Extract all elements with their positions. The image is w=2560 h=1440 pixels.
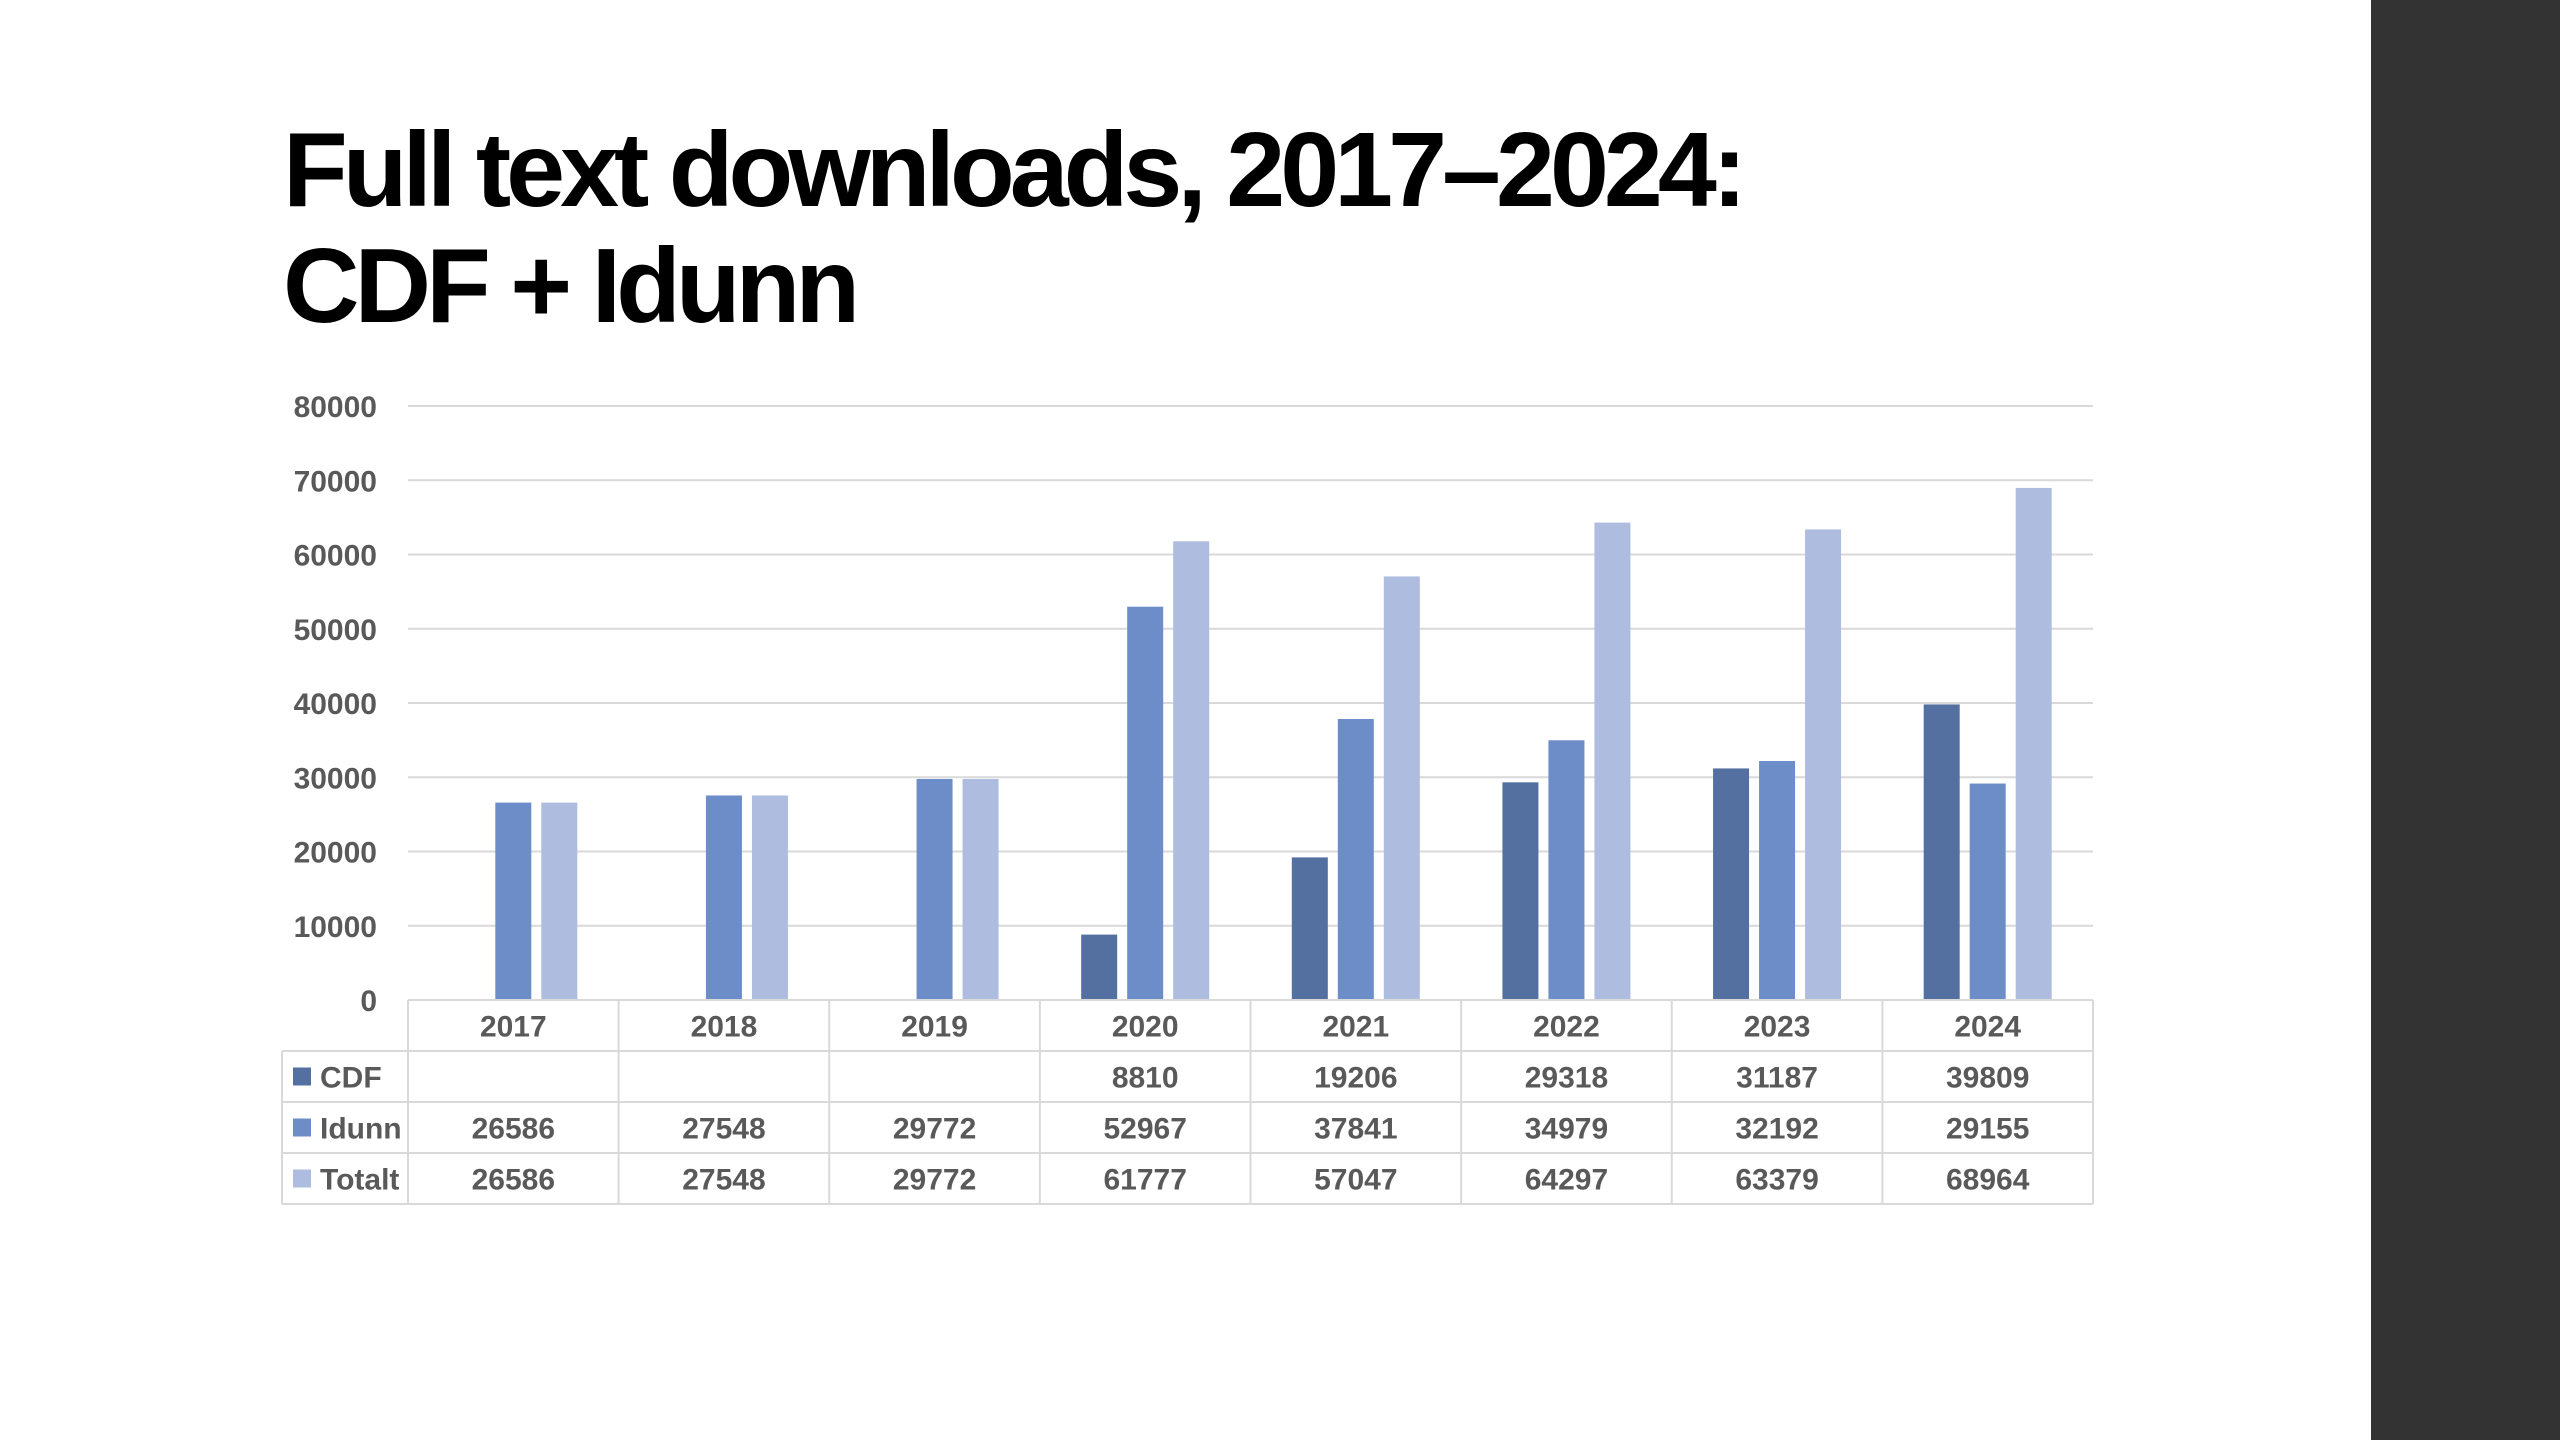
bar-totalt-2019 bbox=[962, 778, 999, 1000]
data-table: 2017 2018 2019 2020 2021 2022 2023 2024 CDF 8810 1… bbox=[281, 999, 2094, 1205]
x-tick-label: 2020 bbox=[1112, 1011, 1179, 1044]
data-label: 27548 bbox=[682, 1164, 765, 1197]
legend-label-idunn: Idunn bbox=[320, 1113, 402, 1146]
bar-cdf-2023 bbox=[1713, 768, 1750, 1000]
data-label: 61777 bbox=[1103, 1164, 1186, 1197]
bar-idunn-2018 bbox=[705, 795, 742, 1000]
data-label: 29155 bbox=[1946, 1113, 2029, 1146]
bar-idunn-2017 bbox=[495, 802, 532, 1000]
bar-chart: 0 10000 20000 30000 40000 50000 60000 70000 8000… bbox=[281, 391, 2094, 1205]
data-label: 27548 bbox=[682, 1113, 765, 1146]
bar-totalt-2024 bbox=[2015, 487, 2052, 1001]
title-line-1: Full text downloads, 2017–2024: bbox=[283, 111, 1747, 229]
data-label: 64297 bbox=[1525, 1164, 1608, 1197]
data-label: 31187 bbox=[1736, 1062, 1818, 1095]
y-tick-label: 0 bbox=[360, 985, 377, 1018]
y-axis: 0 10000 20000 30000 40000 50000 60000 70000 8000… bbox=[294, 391, 377, 1018]
data-label: 29318 bbox=[1525, 1062, 1608, 1095]
y-tick-label: 30000 bbox=[294, 762, 377, 795]
data-label: 8810 bbox=[1112, 1062, 1179, 1095]
data-label: 68964 bbox=[1946, 1164, 2030, 1197]
y-tick-label: 70000 bbox=[294, 465, 377, 498]
data-label: 52967 bbox=[1103, 1113, 1186, 1146]
x-tick-label: 2018 bbox=[691, 1011, 758, 1044]
bar-totalt-2023 bbox=[1805, 529, 1842, 1000]
title-line-2: CDF + Idunn bbox=[283, 227, 860, 345]
data-label: 37841 bbox=[1314, 1113, 1397, 1146]
bar-idunn-2023 bbox=[1759, 760, 1796, 1000]
x-tick-label: 2017 bbox=[480, 1011, 547, 1044]
data-label: 19206 bbox=[1314, 1062, 1397, 1095]
data-label: 26586 bbox=[472, 1164, 555, 1197]
bar-totalt-2022 bbox=[1594, 522, 1631, 1000]
legend-key-idunn bbox=[293, 1118, 311, 1137]
bar-totalt-2017 bbox=[541, 802, 578, 1000]
side-panel bbox=[2371, 0, 2560, 1440]
bar-cdf-2021 bbox=[1291, 857, 1328, 1000]
bar-idunn-2021 bbox=[1337, 719, 1374, 1000]
bar-cdf-2024 bbox=[1923, 704, 1960, 1000]
bar-cdf-2020 bbox=[1081, 934, 1118, 1000]
y-tick-label: 80000 bbox=[294, 391, 377, 424]
data-label: 39809 bbox=[1946, 1062, 2029, 1095]
y-tick-label: 20000 bbox=[294, 837, 377, 870]
slide: Full text downloads, 2017–2024: CDF + Id… bbox=[281, 111, 2094, 1205]
data-label: 32192 bbox=[1735, 1113, 1818, 1146]
bar-idunn-2022 bbox=[1548, 740, 1585, 1000]
data-label: 26586 bbox=[472, 1113, 555, 1146]
data-label: 29772 bbox=[893, 1113, 976, 1146]
x-tick-label: 2021 bbox=[1322, 1011, 1389, 1044]
data-label: 57047 bbox=[1314, 1164, 1397, 1197]
x-tick-label: 2023 bbox=[1744, 1011, 1811, 1044]
bar-idunn-2024 bbox=[1969, 783, 2006, 1000]
x-tick-label: 2019 bbox=[901, 1011, 968, 1044]
legend-label-totalt: Totalt bbox=[320, 1164, 399, 1197]
bar-cdf-2022 bbox=[1502, 782, 1539, 1000]
bar-idunn-2020 bbox=[1127, 606, 1164, 1000]
bar-totalt-2021 bbox=[1383, 576, 1420, 1000]
bar-idunn-2019 bbox=[916, 778, 953, 1000]
legend-key-totalt bbox=[293, 1169, 311, 1188]
bar-totalt-2018 bbox=[751, 795, 788, 1000]
legend-label-cdf: CDF bbox=[320, 1062, 382, 1095]
bars bbox=[495, 487, 2052, 1001]
data-label: 34979 bbox=[1525, 1113, 1608, 1146]
y-tick-label: 10000 bbox=[294, 911, 377, 944]
legend-key-cdf bbox=[293, 1067, 311, 1086]
y-tick-label: 50000 bbox=[294, 614, 377, 647]
bar-totalt-2020 bbox=[1173, 541, 1210, 1000]
x-tick-label: 2022 bbox=[1533, 1011, 1600, 1044]
y-tick-label: 40000 bbox=[294, 688, 377, 721]
data-label: 29772 bbox=[893, 1164, 976, 1197]
data-label: 63379 bbox=[1735, 1164, 1818, 1197]
chart-title: Full text downloads, 2017–2024: CDF + Id… bbox=[283, 111, 1747, 345]
y-tick-label: 60000 bbox=[294, 540, 377, 573]
x-tick-label: 2024 bbox=[1954, 1011, 2021, 1044]
